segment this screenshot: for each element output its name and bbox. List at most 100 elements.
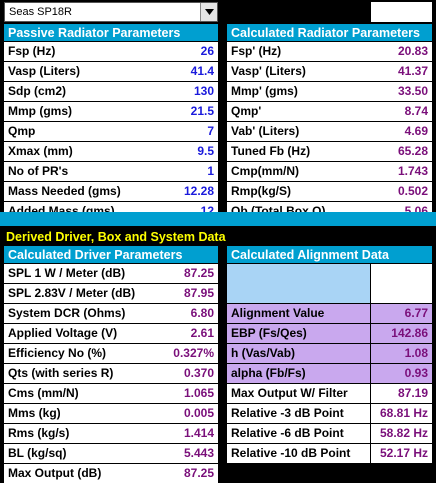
- calc-radiator-row-fsp-hz: Fsp' (Hz) 20.83: [227, 42, 432, 61]
- alignment-output-value: 87.19: [371, 384, 432, 403]
- passive-row-fsp-hz: Fsp (Hz) 26: [4, 42, 218, 61]
- driver-params-label: System DCR (Ohms): [8, 306, 126, 320]
- calc-radiator-row-vasp-liters: Vasp' (Liters) 41.37: [227, 62, 432, 81]
- passive-row-sdp-cm2: Sdp (cm2) 130: [4, 82, 218, 101]
- alignment-output-label: Relative -6 dB Point: [227, 424, 370, 443]
- driver-params-row-bl-kg-sq: BL (kg/sq) 5.443: [4, 444, 218, 463]
- driver-params-value: 87.95: [183, 286, 214, 300]
- passive-row-mass-needed-gms: Mass Needed (gms) 12.28: [4, 182, 218, 201]
- alignment-value: 6.77: [371, 304, 432, 323]
- alignment-label: alpha (Fb/Fs): [227, 364, 370, 383]
- passive-value[interactable]: 12.28: [183, 184, 214, 198]
- driver-params-row-rms-kg-s: Rms (kg/s) 1.414: [4, 424, 218, 443]
- alignment-rows: Alignment Value 6.77 EBP (Fs/Qes) 142.86 h (…: [227, 304, 432, 383]
- alignment-value: 1.08: [371, 344, 432, 363]
- driver-params-label: SPL 2.83V / Meter (dB): [8, 286, 136, 300]
- alignment-blank-block: [227, 264, 432, 303]
- alignment-output-row-relative-10-db-point: Relative -10 dB Point 52.17 Hz: [227, 444, 432, 463]
- alignment-output-label: Relative -3 dB Point: [227, 404, 370, 423]
- top-blank-cell: [371, 2, 432, 22]
- alignment-output-row-max-output-w-filter: Max Output W/ Filter 87.19: [227, 384, 432, 403]
- calc-radiator-panel: Calculated Radiator Parameters Fsp' (Hz)…: [227, 24, 432, 221]
- passive-value[interactable]: 130: [193, 84, 214, 98]
- passive-label: Mass Needed (gms): [8, 184, 121, 198]
- driver-params-label: Rms (kg/s): [8, 426, 70, 440]
- driver-params-row-spl-2-83v-meter-db: SPL 2.83V / Meter (dB) 87.95: [4, 284, 218, 303]
- driver-params-value: 1.065: [183, 386, 214, 400]
- calc-radiator-label: Tuned Fb (Hz): [231, 144, 311, 158]
- calc-radiator-value: 41.37: [397, 64, 428, 78]
- alignment-value: 142.86: [371, 324, 432, 343]
- passive-value[interactable]: 1: [207, 164, 214, 178]
- passive-row-qmp: Qmp 7: [4, 122, 218, 141]
- alignment-label: Alignment Value: [227, 304, 370, 323]
- passive-label: Sdp (cm2): [8, 84, 67, 98]
- driver-params-label: Qts (with series R): [8, 366, 114, 380]
- calc-radiator-label: Cmp(mm/N): [231, 164, 299, 178]
- calc-radiator-value: 20.83: [397, 44, 428, 58]
- driver-params-panel: Calculated Driver Parameters SPL 1 W / M…: [4, 246, 218, 483]
- passive-value[interactable]: 26: [200, 44, 214, 58]
- calc-radiator-label: Qmp': [231, 104, 262, 118]
- alignment-panel: Calculated Alignment Data Alignment Valu…: [227, 246, 432, 463]
- driver-params-row-max-output-db: Max Output (dB) 87.25: [4, 464, 218, 483]
- driver-params-label: Applied Voltage (V): [8, 326, 118, 340]
- passive-row-mmp-gms: Mmp (gms) 21.5: [4, 102, 218, 121]
- driver-params-value: 5.443: [183, 446, 214, 460]
- passive-value[interactable]: 21.5: [190, 104, 214, 118]
- alignment-label: h (Vas/Vab): [227, 344, 370, 363]
- driver-params-value: 0.370: [183, 366, 214, 380]
- driver-params-row-applied-voltage-v: Applied Voltage (V) 2.61: [4, 324, 218, 343]
- alignment-row-alpha-fb-fs: alpha (Fb/Fs) 0.93: [227, 364, 432, 383]
- driver-params-rows: SPL 1 W / Meter (dB) 87.25 SPL 2.83V / Met…: [4, 264, 218, 483]
- calc-radiator-label: Vasp' (Liters): [231, 64, 306, 78]
- driver-params-value: 6.80: [190, 306, 214, 320]
- passive-label: Mmp (gms): [8, 104, 72, 118]
- passive-row-no-of-pr-s: No of PR's 1: [4, 162, 218, 181]
- driver-params-value: 87.25: [183, 466, 214, 480]
- alignment-output-row-relative-3-db-point: Relative -3 dB Point 68.81 Hz: [227, 404, 432, 423]
- alignment-output-value: 58.82 Hz: [371, 424, 432, 443]
- calc-radiator-row-vab-liters: Vab' (Liters) 4.69: [227, 122, 432, 141]
- calc-radiator-value: 0.502: [397, 184, 428, 198]
- passive-label: No of PR's: [8, 164, 69, 178]
- passive-value[interactable]: 41.4: [190, 64, 214, 78]
- alignment-title: Calculated Alignment Data: [227, 246, 432, 263]
- driver-select-value: Seas SP18R: [9, 6, 72, 18]
- driver-params-label: BL (kg/sq): [8, 446, 67, 460]
- passive-value[interactable]: 9.5: [197, 144, 214, 158]
- calc-radiator-label: Fsp' (Hz): [231, 44, 282, 58]
- driver-params-label: Max Output (dB): [8, 466, 102, 480]
- driver-params-row-mms-kg: Mms (kg) 0.005: [4, 404, 218, 423]
- alignment-output-label: Relative -10 dB Point: [227, 444, 370, 463]
- driver-params-row-cms-mm-n: Cms (mm/N) 1.065: [4, 384, 218, 403]
- passive-value[interactable]: 7: [207, 124, 214, 138]
- calc-radiator-row-rmp-kg-s: Rmp(kg/S) 0.502: [227, 182, 432, 201]
- calc-radiator-row-tuned-fb-hz: Tuned Fb (Hz) 65.28: [227, 142, 432, 161]
- alignment-output-row-relative-6-db-point: Relative -6 dB Point 58.82 Hz: [227, 424, 432, 443]
- passive-row-vasp-liters: Vasp (Liters) 41.4: [4, 62, 218, 81]
- driver-params-row-efficiency-no: Efficiency No (%) 0.327%: [4, 344, 218, 363]
- alignment-output-value: 68.81 Hz: [371, 404, 432, 423]
- calc-radiator-row-cmp-mm-n: Cmp(mm/N) 1.743: [227, 162, 432, 181]
- driver-params-value: 0.005: [183, 406, 214, 420]
- calc-radiator-row-mmp-gms: Mmp' (gms) 33.50: [227, 82, 432, 101]
- derived-title: Derived Driver, Box and System Data: [6, 230, 226, 244]
- driver-params-label: Cms (mm/N): [8, 386, 79, 400]
- alignment-output-label: Max Output W/ Filter: [227, 384, 370, 403]
- driver-params-value: 2.61: [190, 326, 214, 340]
- passive-title: Passive Radiator Parameters: [4, 24, 218, 41]
- calc-radiator-label: Rmp(kg/S): [231, 184, 291, 198]
- driver-params-label: Mms (kg): [8, 406, 61, 420]
- calc-radiator-row-qmp: Qmp' 8.74: [227, 102, 432, 121]
- calc-radiator-label: Mmp' (gms): [231, 84, 298, 98]
- chevron-down-icon[interactable]: [200, 3, 217, 21]
- driver-params-value: 1.414: [183, 426, 214, 440]
- alignment-row-ebp-fs-qes: EBP (Fs/Qes) 142.86: [227, 324, 432, 343]
- driver-params-row-spl-1-w-meter-db: SPL 1 W / Meter (dB) 87.25: [4, 264, 218, 283]
- passive-panel: Passive Radiator Parameters Fsp (Hz) 26 Va…: [4, 24, 218, 221]
- section-divider: [0, 212, 436, 226]
- passive-label: Vasp (Liters): [8, 64, 81, 78]
- driver-select[interactable]: Seas SP18R: [4, 2, 218, 22]
- calc-radiator-label: Vab' (Liters): [231, 124, 300, 138]
